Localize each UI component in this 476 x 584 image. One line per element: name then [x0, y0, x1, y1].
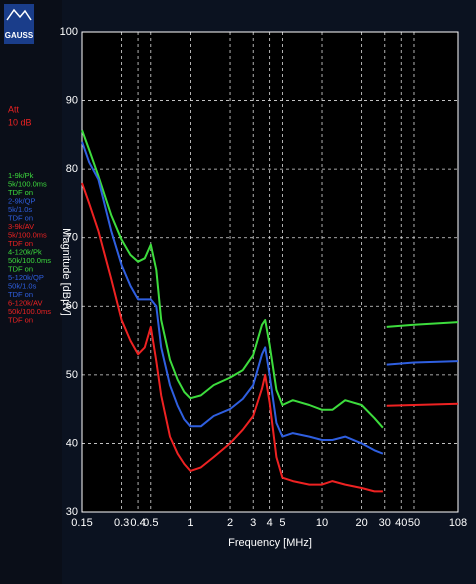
x-tick-label: 50	[408, 517, 420, 529]
x-tick-label: 0.3	[114, 517, 129, 529]
logo-text: GAUSS	[5, 31, 34, 40]
x-tick-label: 0.5	[143, 517, 158, 529]
y-tick-label: 100	[60, 26, 78, 38]
y-tick-label: 80	[66, 163, 78, 175]
x-tick-label: 1	[187, 517, 193, 529]
x-tick-label: 30	[379, 517, 391, 529]
y-tick-label: 40	[66, 437, 78, 449]
x-tick-label: 10	[316, 517, 328, 529]
x-tick-label: 2	[227, 517, 233, 529]
y-tick-label: 90	[66, 94, 78, 106]
att-label: Att	[8, 104, 20, 114]
x-tick-label: 4	[267, 517, 273, 529]
x-tick-label: 5	[279, 517, 285, 529]
y-tick-label: 60	[66, 300, 78, 312]
y-tick-label: 50	[66, 369, 78, 381]
legend-text: TDF on	[8, 315, 33, 324]
x-tick-label: 3	[250, 517, 256, 529]
x-tick-label: 0.15	[71, 517, 92, 529]
att-value: 10 dB	[8, 117, 32, 127]
page: GAUSS Att 10 dB Frequency [MHz] Magnitud…	[0, 0, 476, 584]
x-tick-label: 20	[355, 517, 367, 529]
x-tick-label: 40	[395, 517, 407, 529]
screen: GAUSS Att 10 dB Frequency [MHz] Magnitud…	[0, 0, 476, 584]
y-tick-label: 70	[66, 232, 78, 244]
x-axis-label: Frequency [MHz]	[228, 537, 312, 549]
x-tick-label: 108	[449, 517, 467, 529]
